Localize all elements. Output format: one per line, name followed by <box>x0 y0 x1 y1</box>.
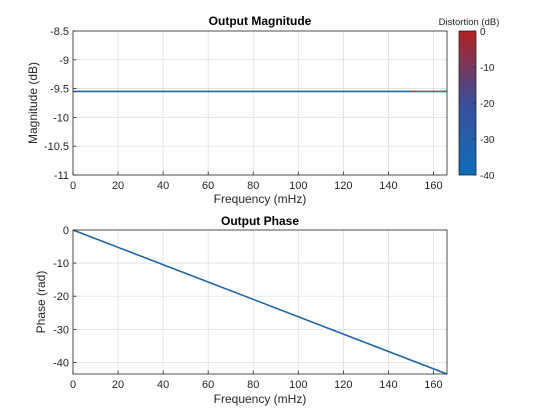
colorbar-label: Distortion (dB) <box>439 17 500 28</box>
phase-xtick-label: 40 <box>157 379 169 391</box>
colorbar-ticks: 0 -10 -20 -30 -40 <box>473 27 495 182</box>
magnitude-ytick-label: -11 <box>54 170 69 182</box>
magnitude-ytick-label: -9 <box>59 55 69 67</box>
phase-xtick-label: 60 <box>202 379 214 391</box>
magnitude-xtick-label: 40 <box>157 180 169 192</box>
magnitude-xlabel: Frequency (mHz) <box>214 192 307 206</box>
colorbar-tick-label: -40 <box>480 171 495 182</box>
magnitude-plot-area <box>73 31 447 175</box>
magnitude-xtick-label: 0 <box>70 180 76 192</box>
magnitude-xtick-label: 140 <box>379 180 397 192</box>
phase-ytick-label: -10 <box>53 258 69 270</box>
phase-xtick-label: 140 <box>379 379 397 391</box>
magnitude-xtick-label: 100 <box>289 180 307 192</box>
distortion-colorbar: Distortion (dB) 0 -10 -20 -30 -40 <box>439 17 500 182</box>
phase-xtick-label: 80 <box>247 379 259 391</box>
magnitude-axes: 0 20 40 60 80 100 120 140 160 -11 -10.5 -10 -9.5 -9 -8… <box>26 14 448 206</box>
phase-axes: 0 20 40 60 80 100 120 140 160 -40 -30 -20 -10 0 Outpu… <box>34 214 448 406</box>
phase-xtick-label: 100 <box>289 379 307 391</box>
phase-axes-box <box>72 229 448 375</box>
colorbar-tick-label: -30 <box>480 135 495 146</box>
magnitude-xtick-label: 80 <box>247 180 259 192</box>
phase-ytick-label: -40 <box>53 357 69 369</box>
magnitude-ticks: 0 20 40 60 80 100 120 140 160 -11 -10.5 -10 -9.5 -9 -8… <box>44 26 443 192</box>
magnitude-xtick-label: 60 <box>202 180 214 192</box>
colorbar-tick-label: -10 <box>480 63 495 74</box>
colorbar-tick-label: -20 <box>480 99 495 110</box>
phase-ytick-label: -20 <box>53 291 69 303</box>
phase-ytick-label: 0 <box>63 225 69 237</box>
magnitude-ytick-label: -10.5 <box>44 141 69 153</box>
colorbar-tick-label: 0 <box>480 27 486 38</box>
phase-xlabel: Frequency (mHz) <box>214 392 307 406</box>
phase-ticks: 0 20 40 60 80 100 120 140 160 -40 -30 -20 -10 0 <box>53 225 443 391</box>
magnitude-xtick-label: 160 <box>424 180 442 192</box>
phase-xtick-label: 160 <box>424 379 442 391</box>
magnitude-title: Output Magnitude <box>209 14 312 28</box>
magnitude-xtick-label: 120 <box>334 180 352 192</box>
magnitude-ytick-label: -8.5 <box>50 26 69 38</box>
phase-xtick-label: 20 <box>112 379 124 391</box>
magnitude-xtick-label: 20 <box>112 180 124 192</box>
phase-title: Output Phase <box>221 214 299 228</box>
magnitude-ytick-label: -9.5 <box>50 84 69 96</box>
phase-xtick-label: 0 <box>70 379 76 391</box>
phase-ytick-label: -30 <box>53 324 69 336</box>
magnitude-ylabel: Magnitude (dB) <box>26 62 40 144</box>
phase-xtick-label: 120 <box>334 379 352 391</box>
phase-series-line <box>72 229 448 375</box>
magnitude-axes-box <box>72 30 448 176</box>
phase-ylabel: Phase (rad) <box>34 271 48 334</box>
phase-series <box>72 229 448 375</box>
magnitude-ytick-label: -10 <box>53 112 69 124</box>
